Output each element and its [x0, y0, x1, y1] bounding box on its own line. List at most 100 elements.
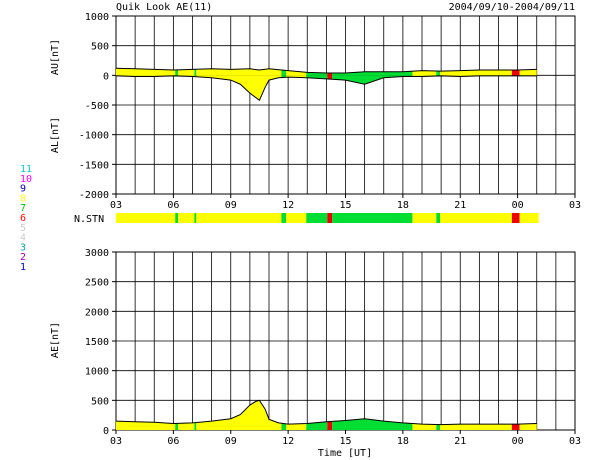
status-segment	[327, 75, 333, 101]
x-tick-label: 15	[339, 436, 351, 447]
station-segment	[178, 213, 195, 223]
y-tick-label: -1000	[79, 131, 109, 142]
x-tick-label: 09	[225, 436, 237, 447]
status-segment	[194, 68, 197, 76]
status-segment	[306, 400, 328, 430]
legend-level: 1	[20, 262, 26, 273]
station-segment	[327, 213, 333, 223]
ae-axis-label: AE[nT]	[50, 322, 61, 358]
status-segment	[306, 68, 328, 76]
status-segment	[306, 75, 328, 101]
status-segment	[327, 68, 333, 76]
station-count-bar	[116, 213, 539, 223]
x-tick-label: 09	[225, 200, 237, 211]
y-tick-label: 1000	[85, 367, 109, 378]
legend-level: 7	[20, 203, 26, 214]
ae-series-fill	[116, 400, 537, 430]
y-tick-label: 1500	[85, 337, 109, 348]
legend-level: 5	[20, 223, 26, 234]
x-tick-label: 12	[282, 200, 294, 211]
status-segment	[281, 400, 287, 430]
y-tick-label: 0	[103, 71, 109, 82]
status-segment	[519, 68, 537, 76]
x-tick-label: 03	[110, 200, 122, 211]
al-axis-label: AL[nT]	[50, 117, 61, 153]
station-bar-label: N.STN	[74, 214, 104, 225]
x-tick-label: 03	[569, 436, 581, 447]
date-range: 2004/09/10-2004/09/11	[449, 2, 575, 13]
status-segment	[281, 75, 287, 101]
y-tick-label: -1500	[79, 160, 109, 171]
y-tick-label: 500	[91, 396, 109, 407]
station-segment	[306, 213, 328, 223]
status-segment	[511, 400, 520, 430]
station-segment	[332, 213, 413, 223]
station-segment	[175, 213, 179, 223]
x-tick-label: 00	[512, 200, 524, 211]
status-segment	[332, 68, 413, 76]
au-axis-label: AU[nT]	[50, 39, 61, 75]
al-series-line	[115, 75, 537, 102]
legend-level: 11	[20, 164, 32, 175]
status-segment	[175, 75, 179, 101]
status-segment	[436, 75, 441, 101]
y-tick-label: 2000	[85, 307, 109, 318]
al-series-fill	[116, 75, 537, 101]
station-segment	[116, 213, 176, 223]
status-segment	[412, 400, 437, 430]
legend-level: 4	[20, 233, 26, 244]
x-tick-label: 18	[397, 436, 409, 447]
status-segment	[412, 75, 437, 101]
y-tick-label: 1000	[85, 12, 109, 23]
status-segment	[286, 400, 307, 430]
station-segment	[281, 213, 287, 223]
legend-level: 3	[20, 242, 26, 253]
status-segment	[511, 68, 520, 76]
status-segment	[412, 68, 437, 76]
status-segment	[440, 400, 512, 430]
status-segment	[286, 68, 307, 76]
status-segment	[196, 68, 282, 76]
station-segment	[511, 213, 520, 223]
station-segment	[412, 213, 437, 223]
status-segment	[178, 68, 195, 76]
legend-level: 2	[20, 252, 26, 263]
y-tick-label: -500	[85, 101, 109, 112]
station-segment	[194, 213, 197, 223]
status-segment	[332, 400, 413, 430]
status-segment	[440, 68, 512, 76]
legend-level: 9	[20, 184, 26, 195]
status-segment	[436, 400, 441, 430]
legend-level: 8	[20, 193, 26, 204]
x-tick-label: 18	[397, 200, 409, 211]
station-segment	[436, 213, 441, 223]
status-segment	[281, 68, 287, 76]
x-tick-label: 03	[569, 200, 581, 211]
status-segment	[175, 68, 179, 76]
status-segment	[327, 400, 333, 430]
x-axis-title: Time [UT]	[318, 448, 372, 459]
status-segment	[440, 75, 512, 101]
x-tick-label: 21	[454, 200, 466, 211]
status-segment	[175, 400, 179, 430]
station-segment	[440, 213, 512, 223]
legend-level: 6	[20, 213, 26, 224]
y-tick-label: 3000	[85, 248, 109, 259]
y-tick-label: 500	[91, 42, 109, 53]
au-series-fill	[116, 68, 537, 76]
y-tick-label: 0	[103, 426, 109, 437]
x-tick-label: 06	[167, 200, 179, 211]
status-segment	[332, 75, 413, 101]
figure-title: Quik Look AE(11)	[116, 2, 212, 13]
status-segment	[511, 75, 520, 101]
status-segment	[116, 68, 176, 76]
station-segment	[519, 213, 539, 223]
ae-series-line	[115, 399, 537, 426]
station-segment	[286, 213, 307, 223]
x-tick-label: 12	[282, 436, 294, 447]
x-tick-label: 03	[110, 436, 122, 447]
x-tick-label: 15	[339, 200, 351, 211]
